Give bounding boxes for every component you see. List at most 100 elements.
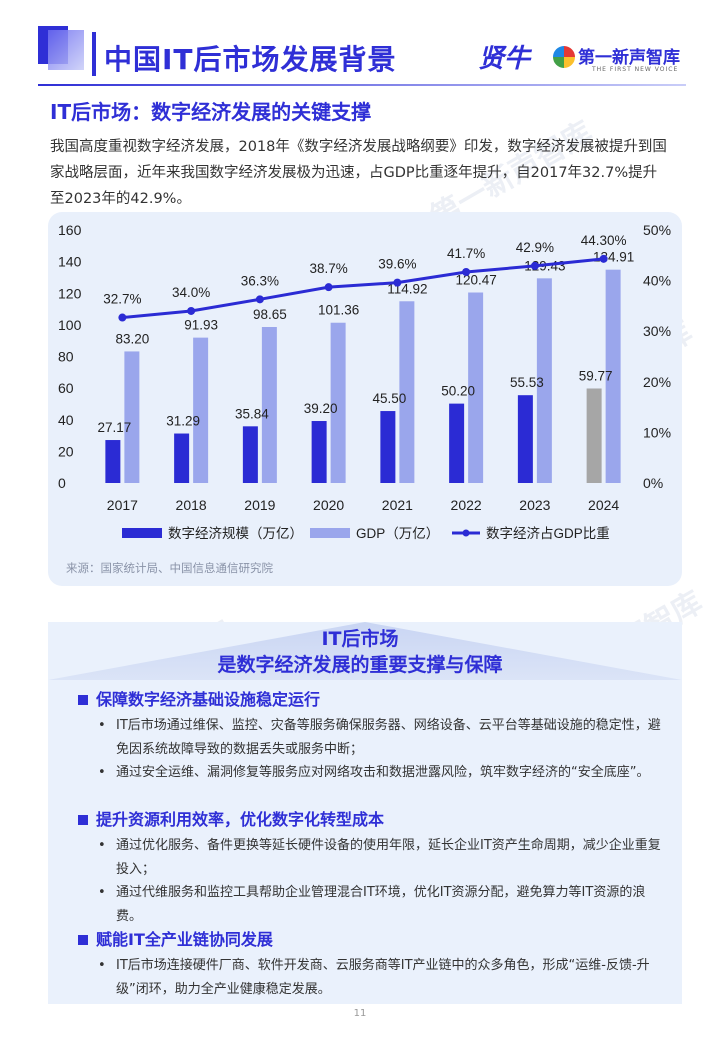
data-label-ratio: 39.6% xyxy=(378,257,416,272)
legend-swatch-gdp xyxy=(310,528,350,538)
x-tick-label: 2024 xyxy=(588,497,619,513)
point-ratio xyxy=(462,267,471,276)
data-label-digital: 35.84 xyxy=(235,406,269,421)
bar-digital-economy xyxy=(242,426,258,483)
bar-digital-economy xyxy=(311,421,327,483)
list-item: 通过优化服务、备件更换等延长硬件设备的使用年限，延长企业IT资产生命周期，减少企… xyxy=(78,834,678,881)
bar-gdp xyxy=(399,301,415,483)
block-heading: 保障数字经济基础设施稳定运行 xyxy=(78,688,678,712)
page-header: 中国IT后市场发展背景 贤牛 第一新声智库 THE FIRST NEW VOIC… xyxy=(0,0,720,90)
y-tick-right: 10% xyxy=(643,424,671,440)
data-label-digital: 55.53 xyxy=(510,375,544,390)
data-label-ratio: 42.9% xyxy=(516,240,554,255)
y-tick-left: 140 xyxy=(58,254,82,270)
data-label-digital: 27.17 xyxy=(97,420,131,435)
data-label-gdp: 91.93 xyxy=(184,318,218,333)
bar-digital-economy xyxy=(586,388,602,483)
bar-gdp xyxy=(536,278,552,483)
y-tick-left: 0 xyxy=(58,475,66,491)
bar-gdp xyxy=(330,322,346,483)
partner-logo: 第一新声智库 xyxy=(578,48,680,68)
intro-paragraph: 我国高度重视数字经济发展，2018年《数字经济发展战略纲要》印发，数字经济发展被… xyxy=(50,139,667,207)
combo-chart: 0 20 40 60 80 100 120 140 160 0% 10% 20% 30% 40% 50% 27… xyxy=(58,222,671,541)
bar-gdp xyxy=(193,337,209,483)
y-tick-left: 120 xyxy=(58,285,82,301)
banner-subtitle: 是数字经济发展的重要支撑与保障 xyxy=(217,654,503,676)
data-label-ratio: 38.7% xyxy=(309,261,347,276)
bar-digital-economy xyxy=(449,403,465,483)
support-block-3: 赋能IT全产业链协同发展 IT后市场连接硬件厂商、软件开发商、云服务商等IT产业… xyxy=(78,928,678,1001)
data-label-gdp: 134.91 xyxy=(593,250,634,265)
data-label-digital: 50.20 xyxy=(441,384,475,399)
bar-gdp xyxy=(605,269,621,483)
chart-panel: 0 20 40 60 80 100 120 140 160 0% 10% 20% 30% 40% 50% 27… xyxy=(48,212,682,586)
point-ratio xyxy=(324,283,333,292)
y-tick-left: 60 xyxy=(58,380,74,396)
data-label-digital: 31.29 xyxy=(166,414,200,429)
y-tick-left: 100 xyxy=(58,317,82,333)
y-tick-right: 0% xyxy=(643,475,663,491)
bar-digital-economy xyxy=(380,411,396,483)
x-tick-label: 2023 xyxy=(519,497,550,513)
banner-title: IT后市场 xyxy=(321,628,399,650)
legend-label-ratio: 数字经济占GDP比重 xyxy=(486,526,610,541)
data-label-digital: 45.50 xyxy=(372,391,406,406)
point-ratio xyxy=(530,261,539,270)
section-title: IT后市场：数字经济发展的关键支撑 xyxy=(50,100,372,124)
data-label-gdp: 98.65 xyxy=(253,307,287,322)
legend-label-gdp: GDP（万亿） xyxy=(356,526,439,541)
x-tick-label: 2018 xyxy=(176,497,207,513)
legend-swatch-ratio-dot xyxy=(462,529,470,537)
data-label-ratio: 32.7% xyxy=(103,292,141,307)
bar-digital-economy xyxy=(105,440,121,483)
square-bullet-icon xyxy=(78,935,88,945)
page-number: 11 xyxy=(353,1008,367,1019)
bar-gdp xyxy=(468,292,484,483)
chart-source: 来源：国家统计局、中国信息通信研究院 xyxy=(66,561,273,575)
x-tick-label: 2022 xyxy=(451,497,482,513)
partner-logo-subtitle: THE FIRST NEW VOICE xyxy=(592,66,679,73)
bar-digital-economy xyxy=(174,433,190,483)
point-ratio xyxy=(187,306,196,315)
data-label-gdp: 101.36 xyxy=(318,303,359,318)
data-label-ratio: 41.7% xyxy=(447,246,485,261)
y-tick-left: 80 xyxy=(58,349,74,365)
bar-digital-economy xyxy=(517,395,533,483)
header-accent-bar xyxy=(92,32,96,76)
y-tick-right: 50% xyxy=(643,222,671,238)
header-decor-square-light xyxy=(48,30,84,70)
block-heading: 赋能IT全产业链协同发展 xyxy=(78,928,678,952)
x-tick-label: 2019 xyxy=(244,497,275,513)
x-tick-label: 2017 xyxy=(107,497,138,513)
y-tick-left: 160 xyxy=(58,222,82,238)
point-ratio xyxy=(255,295,264,304)
bar-gdp xyxy=(261,327,277,483)
y-tick-right: 30% xyxy=(643,323,671,339)
square-bullet-icon xyxy=(78,695,88,705)
data-label-digital: 39.20 xyxy=(304,401,338,416)
bar-gdp xyxy=(124,351,140,483)
header-divider xyxy=(38,84,686,86)
data-label-gdp: 83.20 xyxy=(115,331,149,346)
point-ratio xyxy=(599,254,608,263)
partner-logo-icon xyxy=(553,46,575,68)
data-label-ratio: 44.30% xyxy=(581,233,627,248)
block-heading-text: 提升资源利用效率，优化数字化转型成本 xyxy=(96,810,385,829)
line-ratio xyxy=(122,257,604,320)
y-tick-right: 20% xyxy=(643,374,671,390)
legend-swatch-digital xyxy=(122,528,162,538)
x-tick-label: 2020 xyxy=(313,497,344,513)
list-item: IT后市场连接硬件厂商、软件开发商、云服务商等IT产业链中的众多角色，形成“运维… xyxy=(78,954,678,1001)
data-label-ratio: 36.3% xyxy=(241,273,279,288)
y-tick-left: 40 xyxy=(58,412,74,428)
support-panel xyxy=(48,622,682,1004)
y-tick-left: 20 xyxy=(58,443,74,459)
data-label-digital: 59.77 xyxy=(579,368,613,383)
point-ratio xyxy=(118,313,127,322)
x-tick-label: 2021 xyxy=(382,497,413,513)
list-item: 通过安全运维、漏洞修复等服务应对网络攻击和数据泄露风险，筑牢数字经济的“安全底座… xyxy=(78,761,678,785)
point-ratio xyxy=(393,278,402,287)
support-block-2: 提升资源利用效率，优化数字化转型成本 通过优化服务、备件更换等延长硬件设备的使用… xyxy=(78,808,678,928)
block-heading: 提升资源利用效率，优化数字化转型成本 xyxy=(78,808,678,832)
page-title: 中国IT后市场发展背景 xyxy=(104,43,397,76)
